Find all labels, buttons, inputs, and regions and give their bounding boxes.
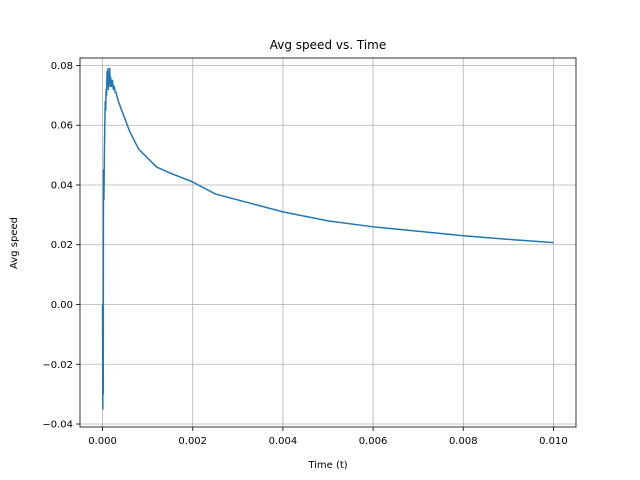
x-axis-label: Time (t): [307, 460, 347, 471]
y-tick-label: 0.02: [51, 240, 73, 251]
x-tick-label: 0.002: [178, 436, 207, 447]
x-tick-label: 0.000: [88, 436, 117, 447]
y-tick-label: −0.02: [42, 360, 73, 371]
x-tick-label: 0.010: [539, 436, 568, 447]
y-tick-label: −0.04: [42, 420, 73, 431]
x-tick-label: 0.006: [359, 436, 388, 447]
y-tick-label: 0.04: [51, 180, 73, 191]
y-tick-label: 0.00: [51, 300, 73, 311]
series-layer: [101, 67, 554, 410]
x-tick-label: 0.004: [269, 436, 298, 447]
axis-ticks: 0.000 0.002 0.004 0.006 0.008 0.010 −0.04 −0.02…: [42, 61, 567, 447]
plot-frame: [79, 57, 577, 428]
y-tick-label: 0.08: [51, 61, 73, 72]
series-line: [101, 67, 554, 410]
y-axis-label: Avg speed: [9, 217, 20, 269]
y-tick-label: 0.06: [51, 121, 73, 132]
chart-title: Avg speed vs. Time: [270, 38, 386, 52]
x-tick-label: 0.008: [449, 436, 478, 447]
